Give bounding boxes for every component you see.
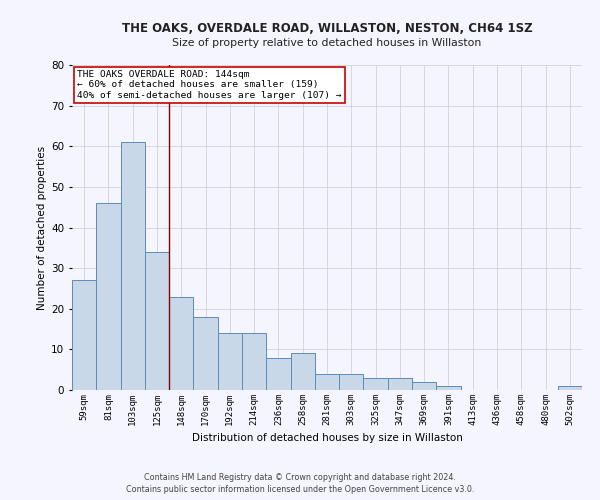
Bar [121,142,145,390]
Text: Contains HM Land Registry data © Crown copyright and database right 2024.
Contai: Contains HM Land Registry data © Crown c… [126,472,474,494]
Bar [96,203,121,390]
Bar [266,358,290,390]
Text: THE OAKS, OVERDALE ROAD, WILLASTON, NESTON, CH64 1SZ: THE OAKS, OVERDALE ROAD, WILLASTON, NEST… [122,22,532,36]
Bar [364,378,388,390]
Bar [193,317,218,390]
Bar [412,382,436,390]
Text: THE OAKS OVERDALE ROAD: 144sqm
← 60% of detached houses are smaller (159)
40% of: THE OAKS OVERDALE ROAD: 144sqm ← 60% of … [77,70,341,100]
Text: Size of property relative to detached houses in Willaston: Size of property relative to detached ho… [172,38,482,48]
Bar [169,296,193,390]
Bar [436,386,461,390]
Bar [339,374,364,390]
Bar [72,280,96,390]
Bar [388,378,412,390]
X-axis label: Distribution of detached houses by size in Willaston: Distribution of detached houses by size … [191,434,463,444]
Bar [558,386,582,390]
Y-axis label: Number of detached properties: Number of detached properties [37,146,47,310]
Bar [145,252,169,390]
Bar [290,354,315,390]
Bar [242,333,266,390]
Bar [315,374,339,390]
Bar [218,333,242,390]
